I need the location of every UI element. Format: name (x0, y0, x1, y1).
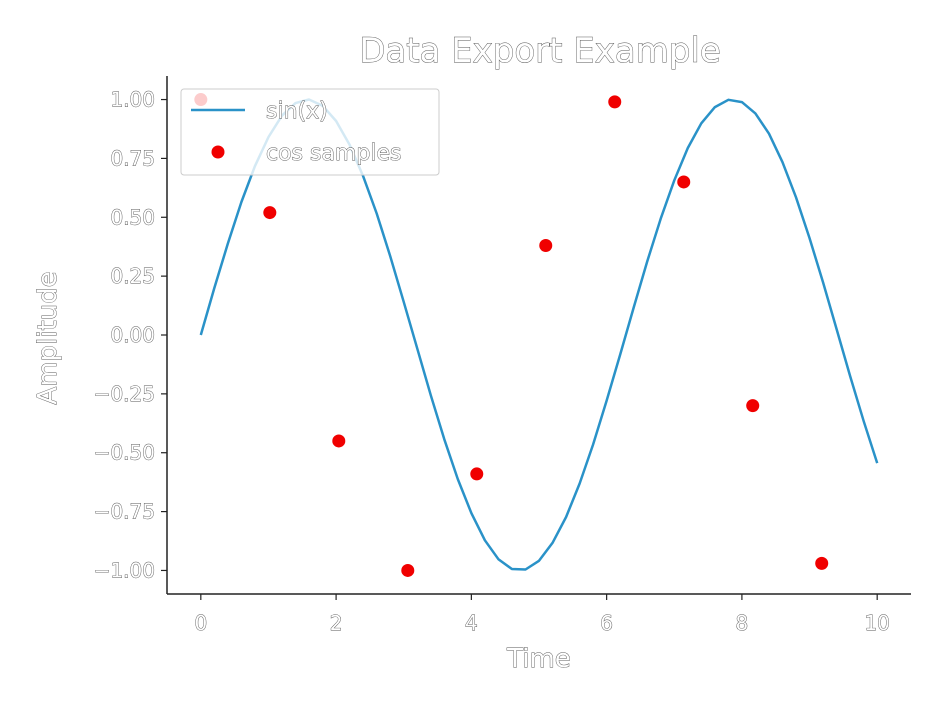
y-axis-label: Amplitude (33, 271, 63, 404)
scatter-point-cos (263, 206, 277, 220)
legend-label-cos: cos samples (266, 141, 401, 166)
x-ticks: 0 2 4 6 8 10 (194, 594, 890, 635)
x-tick-label: 6 (600, 611, 613, 635)
chart-title: Data Export Example (359, 31, 721, 71)
x-tick-label: 4 (465, 611, 478, 635)
scatter-point-cos (746, 399, 760, 413)
scatter-point-cos (470, 467, 484, 481)
y-tick-label: −0.25 (94, 382, 155, 406)
y-tick-label: 0.00 (110, 323, 155, 347)
scatter-point-cos (608, 95, 622, 109)
y-tick-label: 1.00 (110, 88, 155, 112)
x-tick-label: 2 (330, 611, 343, 635)
scatter-point-cos (815, 556, 829, 570)
plot-area (194, 93, 879, 577)
y-tick-label: 0.25 (110, 264, 155, 288)
y-ticks: 1.00 0.75 0.50 0.25 0.00 −0.25 −0.50 −0.75 −1.00 (93, 87, 167, 583)
x-axis-label: Time (506, 644, 571, 674)
legend-frame (180, 88, 440, 176)
x-tick-label: 10 (864, 611, 889, 635)
legend-marker-cos (211, 145, 225, 159)
y-tick-label: 0.50 (110, 205, 155, 229)
scatter-point-cos (332, 434, 346, 448)
y-tick-label: −0.75 (94, 500, 155, 524)
y-tick-label: −0.50 (94, 441, 155, 465)
legend-label-sin: sin(x) (266, 99, 328, 124)
scatter-point-cos (401, 563, 415, 577)
scatter-point-cos (677, 175, 691, 189)
x-tick-label: 8 (736, 611, 749, 635)
x-tick-label: 0 (194, 611, 207, 635)
y-tick-label: −1.00 (94, 558, 155, 582)
legend: sin(x) cos samples (180, 88, 440, 176)
scatter-point-cos (539, 239, 553, 253)
y-tick-label: 0.75 (110, 146, 155, 170)
